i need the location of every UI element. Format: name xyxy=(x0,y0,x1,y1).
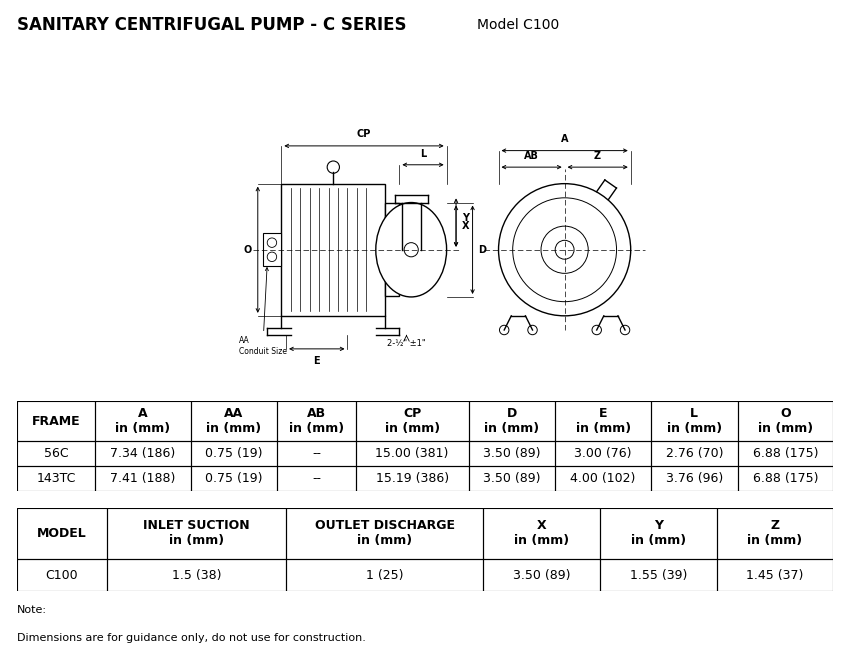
Text: Dimensions are for guidance only, do not use for construction.: Dimensions are for guidance only, do not… xyxy=(17,633,365,643)
Text: CP
in (mm): CP in (mm) xyxy=(385,407,440,435)
Text: 6.88 (175): 6.88 (175) xyxy=(753,448,818,460)
Circle shape xyxy=(498,184,631,316)
Text: 3.00 (76): 3.00 (76) xyxy=(574,448,632,460)
Text: --: -- xyxy=(312,472,321,485)
Text: AB: AB xyxy=(525,152,539,162)
Text: X: X xyxy=(462,221,470,231)
Text: X
in (mm): X in (mm) xyxy=(514,520,569,547)
Text: D
in (mm): D in (mm) xyxy=(485,407,540,435)
Text: AA
in (mm): AA in (mm) xyxy=(206,407,261,435)
Text: INLET SUCTION
in (mm): INLET SUCTION in (mm) xyxy=(143,520,250,547)
Text: 1 (25): 1 (25) xyxy=(366,568,404,582)
Circle shape xyxy=(267,252,277,262)
Circle shape xyxy=(267,238,277,247)
Text: 3.50 (89): 3.50 (89) xyxy=(483,472,541,485)
Text: Y
in (mm): Y in (mm) xyxy=(631,520,686,547)
Text: 143TC: 143TC xyxy=(36,472,75,485)
Text: 3.76 (96): 3.76 (96) xyxy=(666,472,723,485)
Bar xyxy=(262,233,282,267)
Text: Y: Y xyxy=(462,213,469,223)
Text: O
in (mm): O in (mm) xyxy=(758,407,813,435)
Text: 1.55 (39): 1.55 (39) xyxy=(629,568,687,582)
Text: 1.5 (38): 1.5 (38) xyxy=(172,568,221,582)
Circle shape xyxy=(592,325,602,335)
Text: D: D xyxy=(478,244,486,255)
Circle shape xyxy=(620,325,629,335)
Bar xyxy=(385,204,399,296)
Text: Z: Z xyxy=(594,152,602,162)
Circle shape xyxy=(541,226,588,273)
Text: SANITARY CENTRIFUGAL PUMP - C SERIES: SANITARY CENTRIFUGAL PUMP - C SERIES xyxy=(17,17,406,34)
Text: OUTLET DISCHARGE
in (mm): OUTLET DISCHARGE in (mm) xyxy=(315,520,455,547)
Text: E
in (mm): E in (mm) xyxy=(575,407,631,435)
Text: C100: C100 xyxy=(46,568,78,582)
Text: 0.75 (19): 0.75 (19) xyxy=(206,472,263,485)
Text: FRAME: FRAME xyxy=(31,415,80,428)
Text: 15.00 (381): 15.00 (381) xyxy=(376,448,448,460)
Text: A: A xyxy=(561,134,569,144)
Text: 15.19 (386): 15.19 (386) xyxy=(376,472,448,485)
Text: 7.34 (186): 7.34 (186) xyxy=(110,448,175,460)
Circle shape xyxy=(513,198,617,302)
Circle shape xyxy=(499,325,509,335)
Text: E: E xyxy=(314,356,320,366)
Text: A
in (mm): A in (mm) xyxy=(115,407,170,435)
Text: 6.88 (175): 6.88 (175) xyxy=(753,472,818,485)
Text: 3.50 (89): 3.50 (89) xyxy=(513,568,570,582)
Circle shape xyxy=(327,161,339,173)
Text: AA
Conduit Size: AA Conduit Size xyxy=(239,268,287,355)
Text: 7.41 (188): 7.41 (188) xyxy=(110,472,175,485)
Text: L
in (mm): L in (mm) xyxy=(667,407,722,435)
Text: --: -- xyxy=(312,448,321,460)
Text: Note:: Note: xyxy=(17,605,47,615)
Text: MODEL: MODEL xyxy=(37,527,86,540)
Text: O: O xyxy=(244,244,252,255)
Text: L: L xyxy=(420,149,426,159)
Text: 56C: 56C xyxy=(44,448,69,460)
Ellipse shape xyxy=(376,202,447,297)
Text: AB
in (mm): AB in (mm) xyxy=(289,407,344,435)
Bar xyxy=(282,184,385,316)
Text: 3.50 (89): 3.50 (89) xyxy=(483,448,541,460)
Text: 1.45 (37): 1.45 (37) xyxy=(746,568,804,582)
Text: Z
in (mm): Z in (mm) xyxy=(747,520,803,547)
Text: CP: CP xyxy=(357,129,371,139)
Text: 2-½" ±1": 2-½" ±1" xyxy=(387,339,426,349)
Text: 4.00 (102): 4.00 (102) xyxy=(570,472,636,485)
Circle shape xyxy=(555,240,574,259)
Text: 0.75 (19): 0.75 (19) xyxy=(206,448,263,460)
Text: 2.76 (70): 2.76 (70) xyxy=(666,448,723,460)
Circle shape xyxy=(404,242,418,257)
Text: Model C100: Model C100 xyxy=(477,19,560,32)
Circle shape xyxy=(528,325,537,335)
